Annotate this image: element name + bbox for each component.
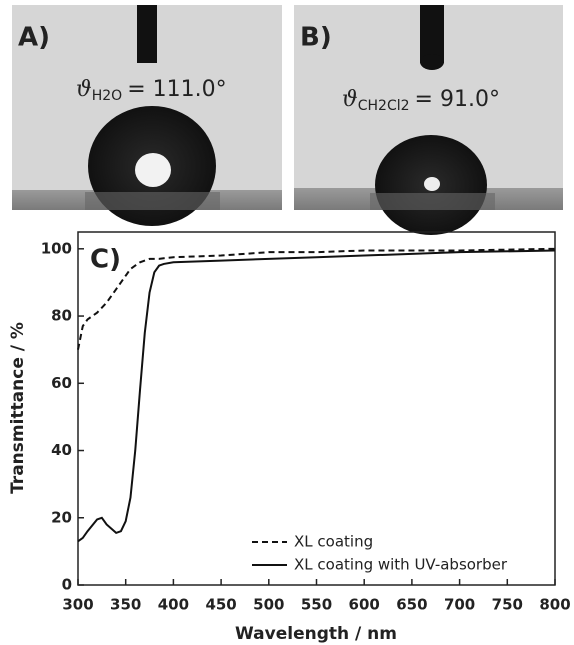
x-tick-label: 750: [492, 596, 523, 614]
panel-label: B): [300, 23, 332, 53]
panel-label: C): [90, 245, 121, 275]
panel-label: A): [18, 23, 50, 53]
legend-label: XL coating with UV-absorber: [294, 556, 508, 574]
data-line: [77, 247, 556, 350]
legend-label: XL coating: [294, 533, 373, 551]
photo-a: [12, 5, 282, 226]
symbol: ϑ: [76, 77, 92, 102]
y-tick-label: 20: [51, 508, 72, 526]
symbol: ϑ: [342, 87, 358, 112]
x-tick-label: 800: [539, 596, 570, 614]
x-tick-label: 600: [349, 596, 380, 614]
x-tick-label: 650: [396, 596, 427, 614]
angle-value: = 111.0°: [127, 77, 226, 102]
y-tick-label: 80: [51, 307, 72, 325]
y-axis-label: Transmittance / %: [8, 322, 28, 494]
x-tick-label: 450: [205, 596, 236, 614]
data-line: [77, 249, 556, 543]
subscript: H2O: [92, 88, 122, 104]
x-tick-label: 400: [158, 596, 189, 614]
subscript: CH2Cl2: [358, 98, 410, 114]
x-tick-label: 500: [253, 596, 284, 614]
x-tick-label: 300: [62, 596, 93, 614]
x-tick-label: 700: [444, 596, 475, 614]
y-tick-label: 100: [41, 239, 72, 257]
contact-angle: ϑCH2Cl2 = 91.0°: [342, 87, 500, 114]
y-tick-label: 40: [51, 441, 72, 459]
x-tick-label: 550: [301, 596, 332, 614]
y-tick-label: 60: [51, 374, 72, 392]
x-tick-label: 350: [110, 596, 141, 614]
x-axis-label: Wavelength / nm: [235, 624, 397, 644]
photo-b: [294, 5, 563, 235]
contact-angle: ϑH2O = 111.0°: [76, 77, 227, 104]
angle-value: = 91.0°: [415, 87, 500, 112]
y-tick-label: 0: [62, 576, 72, 594]
